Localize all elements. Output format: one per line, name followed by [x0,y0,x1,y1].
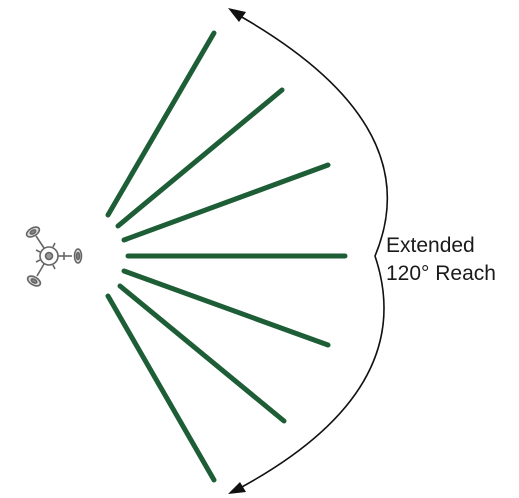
beam-3 [121,162,331,243]
beam-7 [105,293,217,483]
reach-label-line2: 120° Reach [386,262,496,285]
tripod-robot-icon [25,226,83,287]
beam-2 [115,87,285,229]
arrowhead-bottom-icon [228,482,246,494]
reach-label-line1: Extended [386,234,475,257]
arrowhead-top-icon [228,8,246,22]
reach-arc [239,15,389,489]
beam-5 [121,268,331,348]
reach-label: Extended 120° Reach [386,232,496,288]
beam-1 [105,30,217,218]
beam-6 [117,283,287,424]
reach-beams [105,30,348,483]
